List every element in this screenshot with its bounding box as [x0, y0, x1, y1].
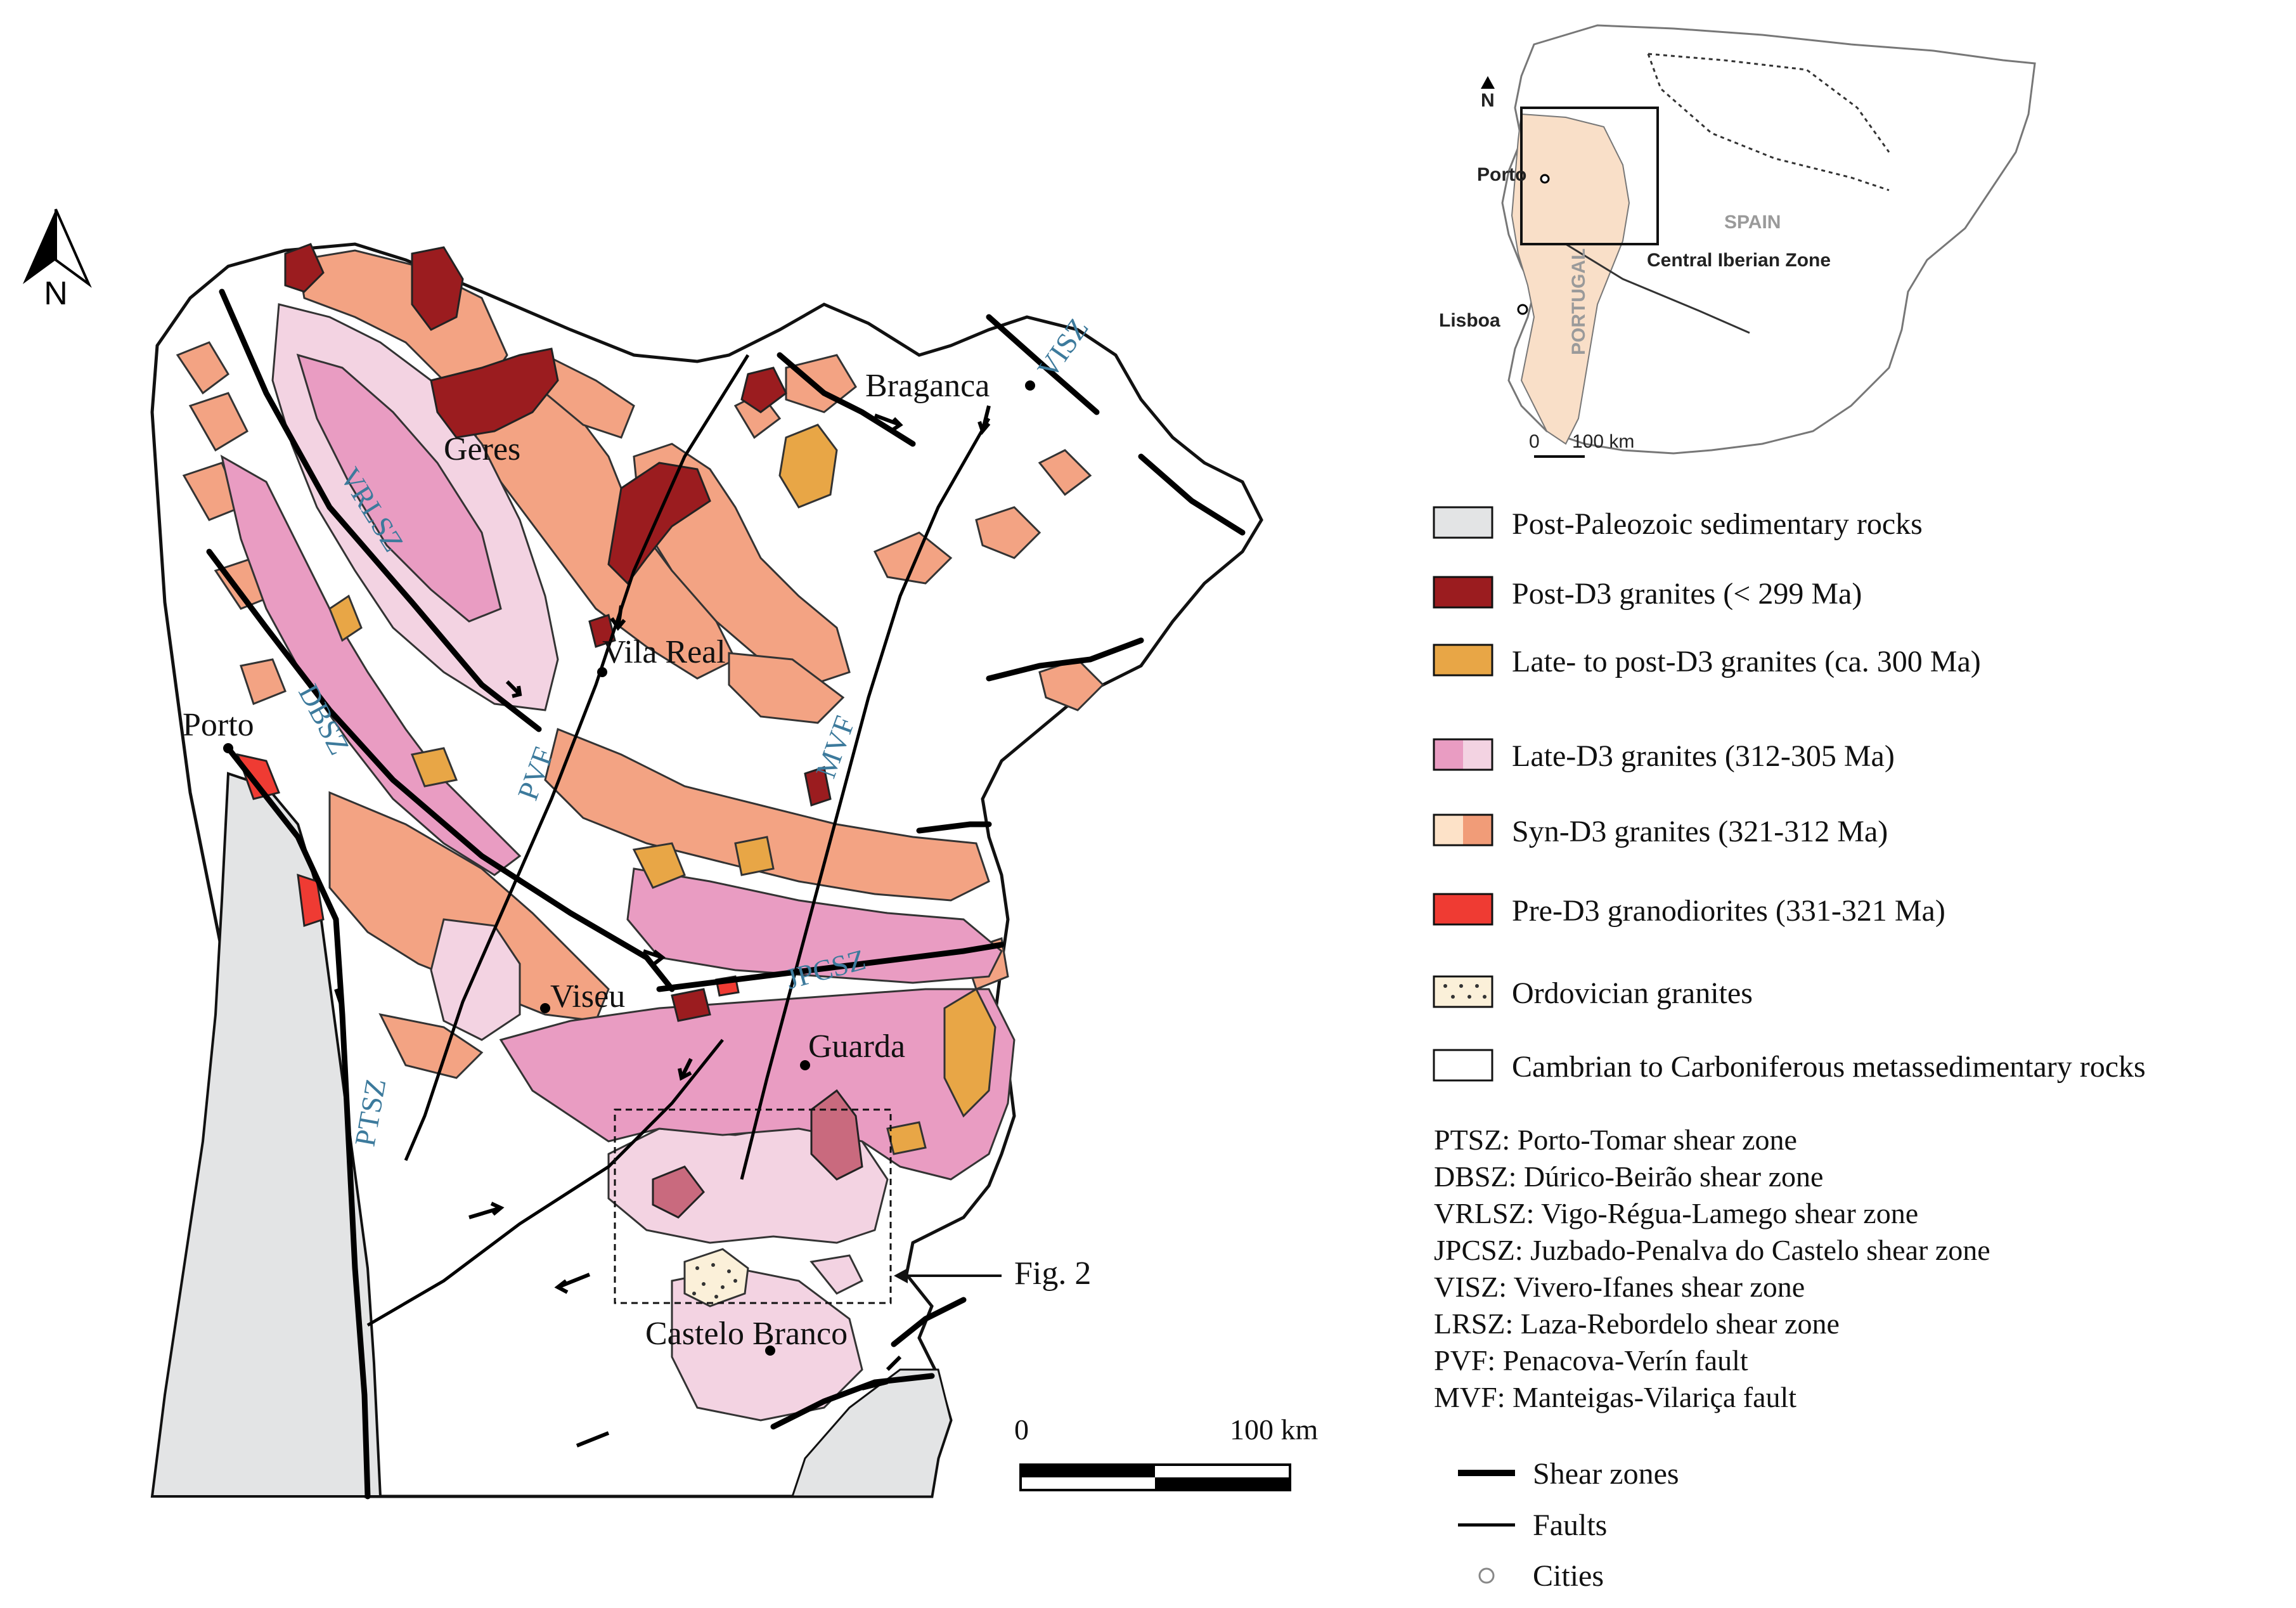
unit-legend: Post-Paleozoic sedimentary rocks Post-D3… [1433, 506, 2146, 1084]
legend-label-late-d3: Late-D3 granites (312-305 Ma) [1512, 739, 1895, 773]
abbr-vrlsz: VRLSZ: Vigo-Régua-Lamego shear zone [1434, 1197, 1918, 1229]
scale-bar [1019, 1463, 1291, 1491]
legend-swatch-post-d3 [1433, 576, 1493, 609]
fig2-arrowhead [894, 1268, 908, 1283]
inset-scale-end: 100 km [1572, 431, 1634, 452]
inset-lisboa-dot [1517, 304, 1528, 315]
legend-swatch-post-paleozoic [1433, 506, 1493, 539]
city-dot-guarda [800, 1060, 810, 1070]
fig2-frame [614, 1108, 892, 1304]
scale-end-label: 100 km [1230, 1413, 1319, 1446]
city-dot-viseu [540, 1003, 550, 1013]
legend-label-ordovician: Ordovician granites [1512, 976, 1753, 1010]
abbr-pvf: PVF: Penacova-Verín fault [1434, 1344, 1748, 1377]
line-legend: Shear zones Faults Cities [1458, 1457, 1679, 1593]
north-label: N [44, 275, 68, 312]
city-dot-porto [223, 743, 233, 753]
scale-start-label: 0 [1014, 1413, 1029, 1446]
abbr-jpcsz: JPCSZ: Juzbado-Penalva do Castelo shear … [1434, 1234, 1990, 1266]
inset-zone-label: Central Iberian Zone [1647, 250, 1831, 271]
legend-label-late-post-d3: Late- to post-D3 granites (ca. 300 Ma) [1512, 645, 1981, 678]
city-label-geres: Geres [444, 431, 520, 467]
legend-swatch-syn-d3-b [1463, 815, 1492, 845]
city-label-vila-real: Vila Real [602, 634, 726, 670]
city-legend-icon [1478, 1567, 1495, 1584]
legend-swatch-late-post-d3 [1433, 644, 1493, 677]
shear-zone-lines [206, 289, 1246, 1500]
czi-boundary-north [1647, 53, 1890, 191]
displacement-arrows [334, 405, 991, 1448]
main-map: N Braganca Geres Vila Real Porto Viseu G… [23, 209, 1319, 1500]
ordovician-granite-body [683, 1248, 749, 1307]
inset-spain-label: SPAIN [1724, 212, 1781, 233]
city-label-castelo-branco: Castelo Branco [645, 1316, 848, 1352]
legend-label-post-d3: Post-D3 granites (< 299 Ma) [1512, 577, 1862, 611]
sedimentary-southeast [790, 1368, 952, 1498]
legend-swatch-pre-d3 [1433, 893, 1493, 926]
inset-portugal-label: PORTUGAL [1568, 249, 1589, 355]
abbreviation-list: PTSZ: Porto-Tomar shear zone DBSZ: Dúric… [1434, 1124, 1990, 1413]
legend-swatch-late-d3-border [1433, 738, 1493, 771]
legend-label-post-paleozoic: Post-Paleozoic sedimentary rocks [1512, 507, 1923, 541]
iberia-outline [1501, 24, 2036, 455]
late-to-post-d3-granite-bodies [328, 424, 996, 1155]
legend-label-metasediments: Cambrian to Carboniferous metassedimenta… [1512, 1050, 2146, 1084]
legend-swatch-late-d3-a [1434, 739, 1463, 770]
city-dots [223, 380, 1035, 1356]
late-d3-granite-dark-bodies [220, 353, 1016, 1181]
inset-lisboa-label: Lisboa [1439, 310, 1500, 331]
legend-label-pre-d3: Pre-D3 granodiorites (331-321 Ma) [1512, 894, 1945, 928]
abbr-ptsz: PTSZ: Porto-Tomar shear zone [1434, 1124, 1797, 1156]
city-label-guarda: Guarda [808, 1028, 905, 1065]
study-area-box [1520, 107, 1659, 245]
abbr-visz: VISZ: Vivero-Ifanes shear zone [1434, 1271, 1805, 1303]
legend-swatch-metasediments [1433, 1049, 1493, 1082]
legend-label-syn-d3: Syn-D3 granites (321-312 Ma) [1512, 815, 1888, 848]
inset-scale-start: 0 [1529, 431, 1540, 452]
north-arrow-icon [23, 209, 92, 289]
czi-boundary-south [1565, 243, 1750, 334]
legend-swatch-syn-d3-a [1434, 815, 1463, 845]
city-legend-label: Cities [1533, 1559, 1604, 1593]
abbr-mvf: MVF: Manteigas-Vilariça fault [1434, 1381, 1796, 1413]
legend-swatch-ordovician [1433, 975, 1493, 1008]
fig2-label: Fig. 2 [1014, 1255, 1091, 1292]
fault-lines [366, 354, 991, 1327]
legend-swatch-late-d3-b [1463, 739, 1492, 770]
abbr-dbsz: DBSZ: Dúrico-Beirão shear zone [1434, 1160, 1823, 1193]
inset-north-label: N [1481, 90, 1495, 111]
legend-ordovician-dots [1443, 984, 1487, 999]
city-label-porto: Porto [183, 707, 254, 743]
legend-swatch-syn-d3-border [1433, 814, 1493, 846]
shear-zone-legend-label: Shear zones [1533, 1457, 1679, 1491]
inset-porto-dot [1540, 174, 1550, 184]
syn-d3-granite-bodies [176, 249, 1105, 1079]
city-label-viseu: Viseu [550, 978, 625, 1015]
city-label-braganca: Braganca [865, 368, 990, 404]
fault-legend-label: Faults [1533, 1508, 1607, 1542]
inset-map: N Porto Lisboa PORTUGAL SPAIN Central Ib… [1439, 24, 2036, 458]
inset-north-arrow-icon [1481, 76, 1495, 89]
city-dot-vila-real [597, 667, 607, 677]
post-d3-granite-bodies [284, 243, 863, 1219]
abbr-lrsz: LRSZ: Laza-Rebordelo shear zone [1434, 1307, 1840, 1340]
portugal-fill [1511, 113, 1630, 445]
city-dot-castelo-branco [765, 1345, 775, 1356]
city-dot-braganca [1025, 380, 1035, 391]
inset-porto-label: Porto [1477, 164, 1526, 185]
